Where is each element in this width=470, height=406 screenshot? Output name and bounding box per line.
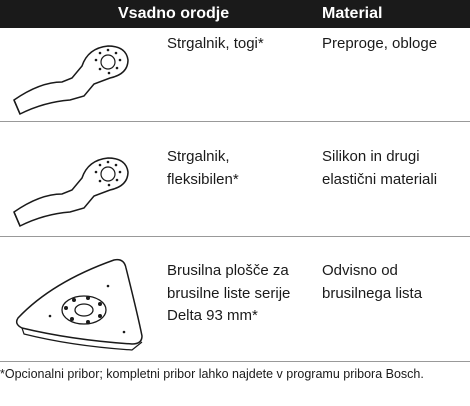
tool-name: Strgalnik, fleksibilen* xyxy=(167,148,239,188)
footnote: *Opcionalni pribor; kompletni pribor lah… xyxy=(0,367,424,381)
sanding-plate-icon xyxy=(15,258,143,351)
row-separator xyxy=(0,236,470,237)
material: Preproge, obloge xyxy=(322,35,438,52)
tool-name: Strgalnik, togi* xyxy=(167,35,264,52)
row-separator xyxy=(0,361,470,362)
header-tool: Vsadno orodje xyxy=(118,5,230,22)
flexible-scraper-icon xyxy=(13,157,129,228)
table-header xyxy=(0,0,470,28)
rigid-scraper-icon xyxy=(13,45,129,116)
row-separator xyxy=(0,121,470,122)
header-material: Material xyxy=(322,5,383,22)
material: Odvisno od brusilnega lista xyxy=(322,262,423,302)
material: Silikon in drugi elastični materiali xyxy=(322,148,438,188)
tool-name: Brusilna plošče za brusilne liste serije… xyxy=(167,262,291,324)
